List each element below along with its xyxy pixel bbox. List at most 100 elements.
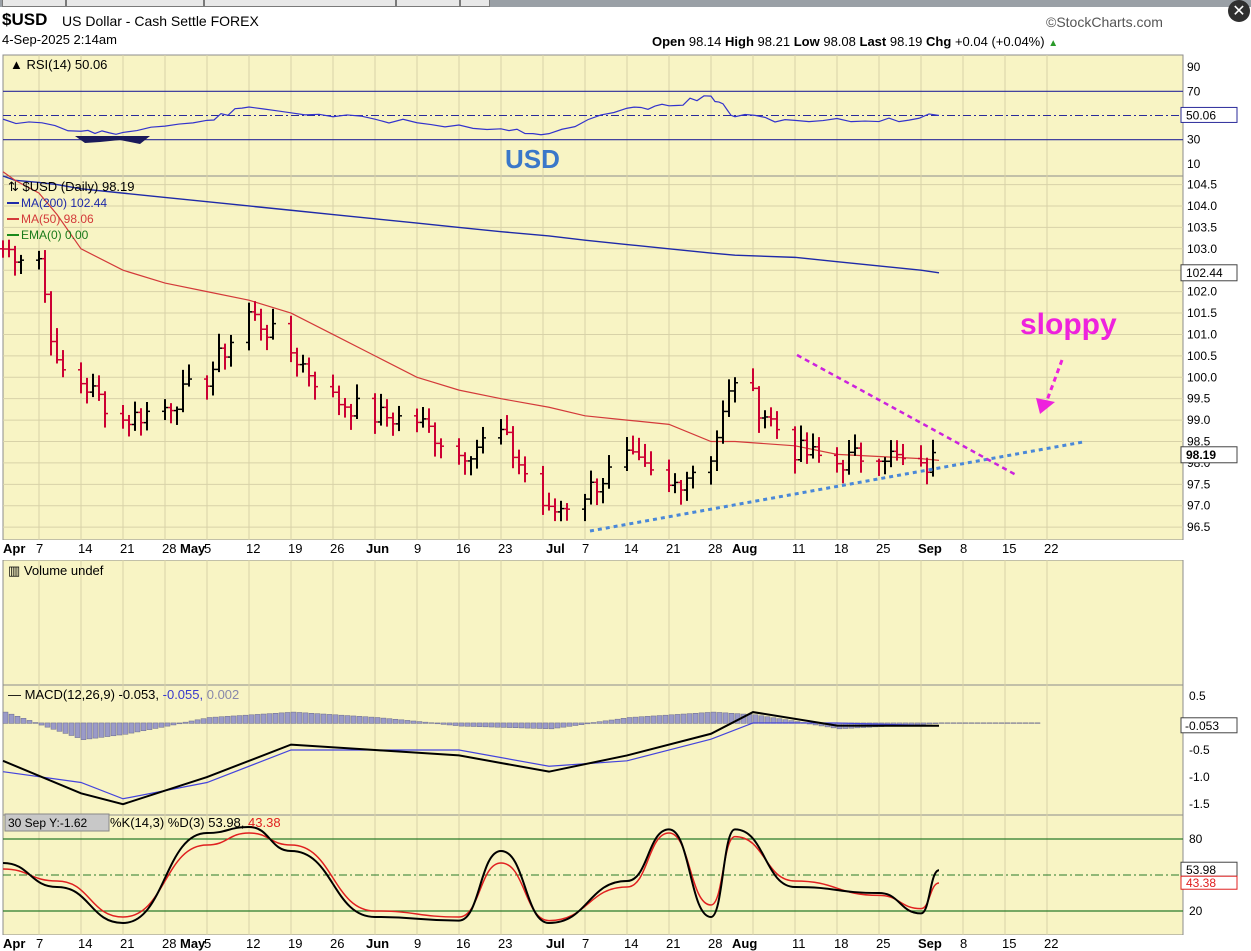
date-axis-label: 14: [624, 936, 638, 951]
macd-histogram-bar: [260, 713, 267, 724]
chg-up-arrow-icon: ▲: [1048, 38, 1059, 49]
macd-histogram-bar: [980, 722, 987, 724]
price-bar: [540, 465, 546, 515]
open-value: 98.14: [688, 34, 722, 49]
macd-current-label: -0.053: [1185, 719, 1219, 733]
date-axis-label: 7: [36, 936, 43, 951]
macd-histogram-bar: [434, 722, 441, 725]
rsi-tick-label: 10: [1187, 157, 1201, 171]
macd-histogram-bar: [1016, 722, 1023, 724]
macd-histogram-bar: [428, 722, 435, 724]
rsi-legend: ▲ RSI(14) 50.06: [10, 57, 107, 72]
date-axis-label: May: [180, 541, 206, 556]
price-bar: [810, 433, 816, 459]
macd-histogram-bar: [602, 720, 609, 724]
macd-histogram-bar: [74, 722, 81, 738]
date-axis-label: 19: [288, 936, 302, 951]
instrument-description: US Dollar - Cash Settle FOREX: [62, 13, 259, 29]
browser-tab[interactable]: [460, 0, 490, 7]
macd-histogram-bar: [116, 722, 123, 736]
macd-histogram-bar: [242, 714, 249, 724]
price-bar: [624, 437, 630, 471]
brand-label[interactable]: ©StockCharts.com: [1046, 14, 1163, 30]
macd-histogram-bar: [638, 716, 645, 724]
macd-histogram-bar: [650, 715, 657, 724]
price-bar: [558, 500, 564, 522]
macd-histogram-bar: [914, 722, 921, 725]
macd-histogram-bar: [488, 722, 495, 728]
macd-histogram-bar: [98, 722, 105, 738]
macd-histogram-bar: [482, 722, 489, 728]
price-bar: [270, 308, 276, 340]
price-bar: [798, 425, 804, 463]
stoch-tick-label: 20: [1189, 904, 1203, 918]
macd-histogram-bar: [8, 713, 15, 724]
price-bar: [684, 471, 690, 501]
price-bar: [816, 437, 822, 463]
price-bar: [138, 408, 144, 436]
macd-histogram-bar: [542, 722, 549, 729]
date-axis-label: 15: [1002, 541, 1016, 556]
price-bar: [18, 254, 24, 274]
panel-price: [2, 175, 1184, 541]
browser-tab[interactable]: [2, 0, 66, 7]
macd-histogram-bar: [758, 715, 765, 724]
macd-histogram-bar: [302, 712, 309, 724]
macd-histogram-bar: [932, 722, 939, 724]
price-bar: [354, 384, 360, 420]
date-axis-label: 9: [414, 541, 421, 556]
crosshair-tooltip: 30 Sep Y:-1.62: [8, 816, 88, 830]
price-bar: [792, 426, 798, 474]
ema-legend: EMA(0) 0.00: [21, 228, 89, 242]
price-bar: [690, 465, 696, 489]
stoch-legend-k: 53.98,: [208, 815, 248, 830]
price-bar: [372, 393, 378, 434]
chg-value: +0.04 (+0.04%): [954, 34, 1045, 49]
macd-histogram-bar: [296, 712, 303, 724]
macd-histogram-bar: [32, 722, 39, 724]
usd-annotation: USD: [505, 144, 560, 174]
price-bar: [918, 445, 924, 467]
price-bar: [480, 426, 486, 454]
macd-histogram-bar: [968, 722, 975, 724]
stoch-legend: %K(14,3) %D(3) 53.98, 43.38: [110, 815, 281, 830]
rsi-tick-label: 90: [1187, 60, 1201, 74]
browser-tab[interactable]: [204, 0, 396, 7]
price-bar: [462, 452, 468, 475]
macd-histogram-bar: [128, 722, 135, 734]
macd-histogram-bar: [680, 713, 687, 724]
macd-histogram-bar: [290, 711, 297, 724]
price-bar: [498, 419, 504, 445]
price-bar: [186, 364, 192, 387]
macd-histogram-bar: [722, 712, 729, 724]
price-bar: [522, 456, 528, 483]
price-tick-label: 103.5: [1187, 220, 1217, 234]
close-icon[interactable]: ✕: [1228, 0, 1250, 22]
macd-histogram-bar: [518, 722, 525, 729]
macd-histogram-bar: [308, 712, 315, 724]
price-bar: [600, 478, 606, 504]
browser-tab[interactable]: [396, 0, 460, 7]
price-legend: ⇅ $USD (Daily) 98.19: [8, 179, 135, 194]
price-bar: [636, 437, 642, 461]
macd-line: [2, 711, 940, 806]
price-bar: [126, 414, 132, 437]
macd-histogram-bar: [410, 720, 417, 724]
rsi-oversold-fill: [75, 136, 150, 144]
macd-legend-signal: -0.055,: [163, 687, 207, 702]
date-axis-label: 21: [666, 936, 680, 951]
stoch-tick-label: 80: [1189, 832, 1203, 846]
macd-tick-label: -0.5: [1189, 743, 1210, 757]
macd-histogram-bar: [38, 722, 45, 726]
macd-tick-label: -1.5: [1189, 797, 1210, 811]
ma200-current-tag: [1180, 264, 1238, 282]
ma200-legend: MA(200) 102.44: [21, 196, 107, 210]
price-bar: [930, 439, 936, 477]
macd-histogram-bar: [140, 722, 147, 732]
macd-histogram-bar: [404, 720, 411, 724]
volume-legend: ▥ Volume undef: [8, 563, 104, 578]
browser-tab[interactable]: [66, 0, 204, 7]
macd-histogram-bar: [986, 722, 993, 724]
price-bar: [516, 449, 522, 475]
